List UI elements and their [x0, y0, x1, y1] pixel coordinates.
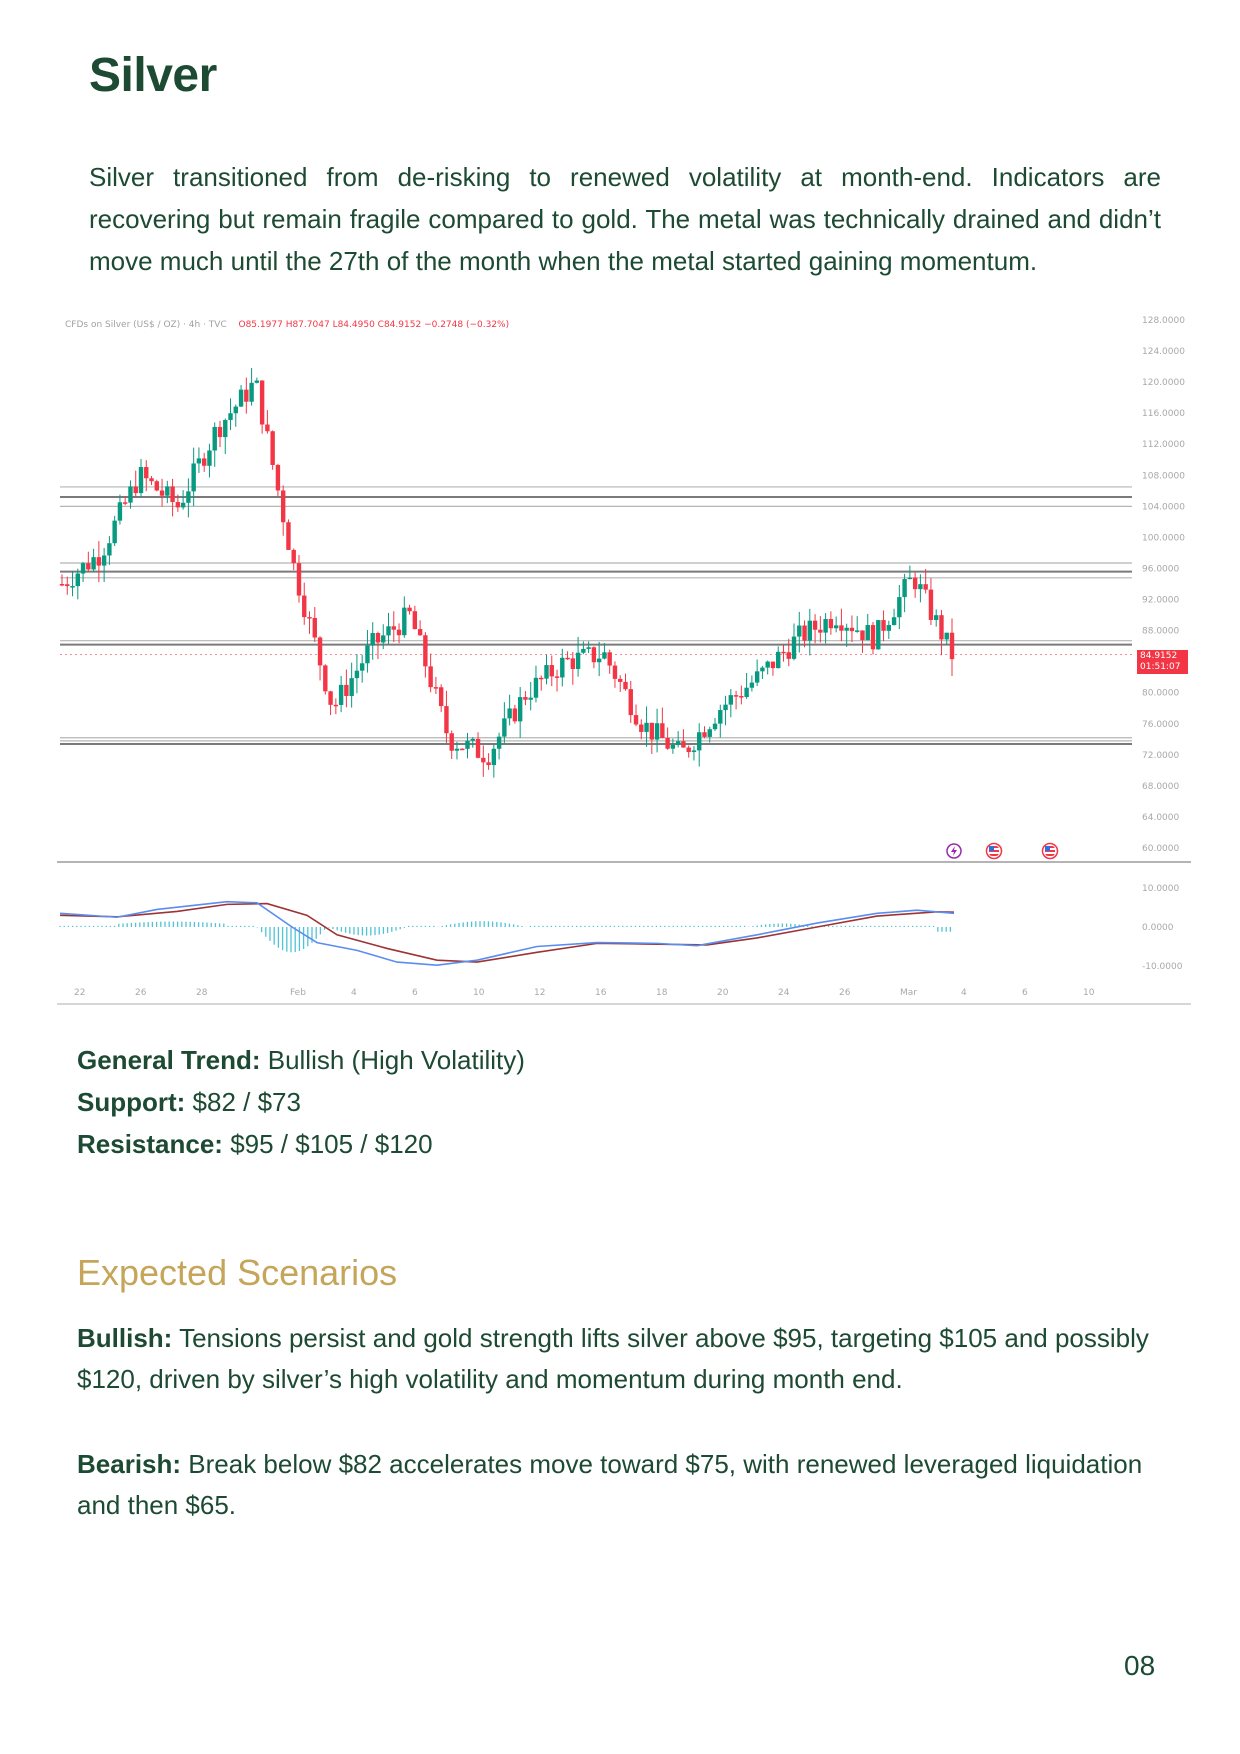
y-axis-tick: 88.0000: [1142, 627, 1179, 637]
support-label: Support:: [77, 1087, 186, 1117]
x-axis-tick: 10: [473, 988, 485, 998]
y-axis-tick: 72.0000: [1142, 751, 1179, 761]
x-axis-tick: 26: [135, 988, 147, 998]
x-axis-tick: Feb: [290, 988, 306, 998]
x-axis-tick: 4: [351, 988, 357, 998]
legend-open: O85.1977: [238, 320, 283, 330]
y-axis-tick: 128.0000: [1142, 316, 1185, 326]
y-axis-tick: 60.0000: [1142, 844, 1179, 854]
resistance-value: $95 / $105 / $120: [222, 1129, 433, 1159]
bearish-scenario: Bearish: Break below $82 accelerates mov…: [77, 1444, 1167, 1526]
us-flag-event-icon[interactable]: [985, 842, 1003, 860]
bar-countdown: 01:51:07: [1140, 662, 1181, 672]
general-trend: General Trend: Bullish (High Volatility): [77, 1044, 525, 1076]
price-chart[interactable]: 128.0000 124.0000 120.0000 116.0000 112.0000…: [57, 310, 1191, 1006]
page-title: Silver: [89, 49, 217, 102]
y-axis-tick: 92.0000: [1142, 596, 1179, 606]
x-axis-tick: 12: [534, 988, 545, 998]
us-flag-event-icon[interactable]: [1041, 842, 1059, 860]
legend-low: L84.4950: [332, 320, 375, 330]
candles: [59, 367, 955, 778]
svg-text:10.0000: 10.0000: [1142, 884, 1179, 894]
y-axis-tick: 64.0000: [1142, 813, 1179, 823]
support-levels: Support: $82 / $73: [77, 1086, 301, 1118]
legend-symbol: CFDs on Silver (US$ / OZ) · 4h · TVC: [65, 320, 227, 330]
trend-value: Bullish (High Volatility): [260, 1045, 525, 1075]
trend-label: General Trend:: [77, 1045, 261, 1075]
last-price: 84.9152: [1140, 651, 1178, 661]
bullish-label: Bullish:: [77, 1323, 173, 1353]
x-axis-tick: 24: [778, 988, 790, 998]
macd-signal-line: [59, 902, 955, 963]
svg-text:-10.0000: -10.0000: [1142, 962, 1183, 972]
x-axis-tick: 6: [412, 988, 418, 998]
resistance-label: Resistance:: [77, 1129, 223, 1159]
lightning-event-icon[interactable]: [946, 843, 962, 859]
macd-line: [59, 900, 955, 967]
y-axis-tick: 68.0000: [1142, 782, 1179, 792]
y-axis-tick: 116.0000: [1142, 409, 1185, 419]
resistance-levels: Resistance: $95 / $105 / $120: [77, 1128, 433, 1160]
y-axis-tick: 80.0000: [1142, 689, 1179, 699]
x-axis-tick: 4: [961, 988, 967, 998]
y-axis-tick: 124.0000: [1142, 347, 1185, 357]
scenarios-heading: Expected Scenarios: [77, 1252, 398, 1293]
svg-text:0.0000: 0.0000: [1142, 923, 1174, 933]
y-axis-tick: 76.0000: [1142, 720, 1179, 730]
legend-change: −0.2748 (−0.32%): [424, 320, 510, 330]
y-axis-tick: 112.0000: [1142, 440, 1185, 450]
y-axis-tick: 104.0000: [1142, 502, 1185, 512]
candlestick-chart-canvas[interactable]: 128.0000124.0000120.0000116.0000112.0000…: [57, 310, 1191, 1006]
x-axis-tick: 10: [1083, 988, 1095, 998]
bullish-scenario: Bullish: Tensions persist and gold stren…: [77, 1318, 1167, 1400]
x-axis-tick: 28: [196, 988, 208, 998]
y-axis-tick: 100.0000: [1142, 533, 1185, 543]
y-axis-tick: 108.0000: [1142, 471, 1185, 481]
page-number: 08: [1124, 1650, 1156, 1681]
chart-legend: CFDs on Silver (US$ / OZ) · 4h · TVC O85…: [65, 320, 509, 330]
bearish-text: Break below $82 accelerates move toward …: [77, 1449, 1143, 1520]
x-axis-tick: 26: [839, 988, 851, 998]
x-axis-tick: 20: [717, 988, 729, 998]
bullish-text: Tensions persist and gold strength lifts…: [77, 1323, 1149, 1394]
intro-paragraph: Silver transitioned from de-risking to r…: [89, 162, 1161, 276]
legend-high: H87.7047: [285, 320, 330, 330]
x-axis-tick: 22: [74, 988, 85, 998]
y-axis-tick: 96.0000: [1142, 564, 1179, 574]
x-axis-tick: 16: [595, 988, 607, 998]
y-axis-tick: 120.0000: [1142, 378, 1185, 388]
legend-close: C84.9152: [377, 320, 422, 330]
last-price-badge: 84.9152 01:51:07: [1137, 650, 1188, 674]
x-axis-tick: Mar: [900, 988, 917, 998]
x-axis-tick: 6: [1022, 988, 1028, 998]
x-axis-tick: 18: [656, 988, 668, 998]
bearish-label: Bearish:: [77, 1449, 182, 1479]
macd-histogram: [59, 921, 952, 953]
support-value: $82 / $73: [185, 1087, 301, 1117]
